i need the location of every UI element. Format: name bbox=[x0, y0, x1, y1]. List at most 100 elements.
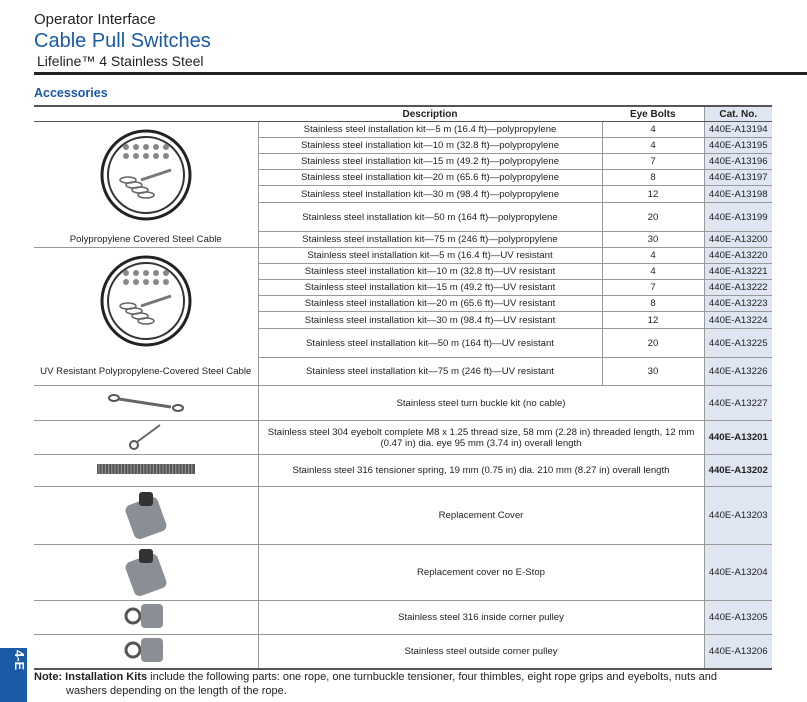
table-row: Stainless steel 316 inside corner pulley… bbox=[34, 600, 772, 635]
cat-no: 440E-A13224 bbox=[703, 311, 772, 329]
cover-image bbox=[34, 486, 258, 545]
description: Stainless steel 304 eyebolt complete M8 … bbox=[257, 420, 705, 455]
description: Stainless steel turn buckle kit (no cabl… bbox=[257, 385, 705, 421]
description: Stainless steel installation kit—30 m (9… bbox=[257, 185, 603, 203]
description: Stainless steel 316 tensioner spring, 19… bbox=[257, 454, 705, 487]
cat-no: 440E-A13199 bbox=[703, 202, 772, 232]
cable-type-label: UV Resistant Polypropylene-Covered Steel… bbox=[34, 357, 258, 386]
cover-image bbox=[34, 544, 258, 601]
eye-bolts: 7 bbox=[602, 153, 704, 170]
description: Replacement Cover bbox=[257, 486, 705, 545]
eye-bolts: 20 bbox=[602, 202, 704, 232]
cat-no: 440E-A13206 bbox=[703, 634, 772, 670]
description: Stainless steel installation kit—50 m (1… bbox=[257, 202, 603, 232]
cat-no: 440E-A13197 bbox=[703, 169, 772, 186]
description: Stainless steel installation kit—20 m (6… bbox=[257, 295, 603, 312]
cat-no: 440E-A13196 bbox=[703, 153, 772, 170]
eye-bolts: 12 bbox=[602, 311, 704, 329]
table-row: Stainless steel installation kit—20 m (6… bbox=[34, 295, 772, 312]
description: Stainless steel 316 inside corner pulley bbox=[257, 600, 705, 635]
pulley-icon bbox=[121, 604, 171, 634]
cat-no: 440E-A13205 bbox=[703, 600, 772, 635]
cat-no: 440E-A13220 bbox=[703, 247, 772, 264]
section-heading: Accessories bbox=[34, 86, 108, 100]
table-row: Stainless steel installation kit—15 m (4… bbox=[34, 153, 772, 170]
cat-no: 440E-A13195 bbox=[703, 137, 772, 154]
description: Stainless steel installation kit—5 m (16… bbox=[257, 247, 603, 264]
description: Stainless steel installation kit—10 m (3… bbox=[257, 263, 603, 280]
cat-no: 440E-A13202 bbox=[703, 454, 772, 487]
eye-bolts: 20 bbox=[602, 328, 704, 358]
cable-kit-image bbox=[34, 122, 258, 232]
table-row: Polypropylene Covered Steel Cable Stainle… bbox=[34, 231, 772, 248]
eye-bolts: 4 bbox=[602, 247, 704, 264]
eye-bolts: 4 bbox=[602, 137, 704, 154]
cat-no: 440E-A13198 bbox=[703, 185, 772, 203]
pulley-icon bbox=[121, 638, 171, 668]
table-row: Stainless steel installation kit—20 m (6… bbox=[34, 169, 772, 186]
cat-no: 440E-A13203 bbox=[703, 486, 772, 545]
table-row: Stainless steel installation kit—5 m (16… bbox=[34, 247, 772, 347]
table-row: Replacement cover no E-Stop 440E-A13204 bbox=[34, 544, 772, 601]
description: Stainless steel installation kit—15 m (4… bbox=[257, 153, 603, 170]
eyebolt-icon bbox=[126, 424, 166, 454]
table-row: Stainless steel installation kit—5 m (16… bbox=[34, 121, 772, 221]
description: Stainless steel installation kit—15 m (4… bbox=[257, 279, 603, 296]
page-title: Cable Pull Switches bbox=[34, 30, 211, 52]
description: Stainless steel installation kit—75 m (2… bbox=[257, 357, 603, 386]
turnbuckle-icon bbox=[106, 393, 186, 417]
table-row: Stainless steel installation kit—30 m (9… bbox=[34, 311, 772, 329]
eye-bolts: 30 bbox=[602, 357, 704, 386]
table-row: Stainless steel installation kit—10 m (3… bbox=[34, 137, 772, 154]
pulley-image bbox=[34, 634, 258, 670]
table-row: UV Resistant Polypropylene-Covered Steel… bbox=[34, 357, 772, 386]
desc-col-header: Description bbox=[258, 105, 602, 122]
cover-icon bbox=[121, 549, 171, 600]
eye-bolts: 8 bbox=[602, 169, 704, 186]
accessories-table: Description Eye Bolts Cat. No. Stainless… bbox=[34, 105, 772, 670]
table-header: Description Eye Bolts Cat. No. bbox=[34, 105, 772, 122]
table-row: Stainless steel installation kit—15 m (4… bbox=[34, 279, 772, 296]
table-row: Stainless steel installation kit—50 m (1… bbox=[34, 328, 772, 358]
spring-icon bbox=[91, 464, 201, 480]
cat-no: 440E-A13222 bbox=[703, 279, 772, 296]
eye-bolts: 12 bbox=[602, 185, 704, 203]
image-col-header bbox=[34, 105, 258, 122]
cat-no: 440E-A13194 bbox=[703, 121, 772, 138]
bolts-col-header: Eye Bolts bbox=[602, 105, 704, 122]
description: Replacement cover no E-Stop bbox=[257, 544, 705, 601]
cat-no: 440E-A13226 bbox=[703, 357, 772, 386]
cat-no: 440E-A13221 bbox=[703, 263, 772, 280]
eye-bolts: 4 bbox=[602, 121, 704, 138]
table-row: Stainless steel installation kit—50 m (1… bbox=[34, 202, 772, 232]
eye-bolts: 7 bbox=[602, 279, 704, 296]
description: Stainless steel installation kit—75 m (2… bbox=[257, 231, 603, 248]
chapter-tab[interactable]: 4-E bbox=[0, 648, 27, 702]
cable-kit-image bbox=[34, 248, 258, 358]
table-row: Replacement Cover 440E-A13203 bbox=[34, 486, 772, 545]
table-row: Stainless steel 316 tensioner spring, 19… bbox=[34, 454, 772, 487]
eye-bolts: 8 bbox=[602, 295, 704, 312]
page-subtitle: Lifeline™ 4 Stainless Steel bbox=[37, 53, 204, 69]
cat-no: 440E-A13200 bbox=[703, 231, 772, 248]
cable-type-label: Polypropylene Covered Steel Cable bbox=[34, 231, 258, 248]
description: Stainless steel outside corner pulley bbox=[257, 634, 705, 670]
table-row: Stainless steel installation kit—30 m (9… bbox=[34, 185, 772, 203]
eye-bolts: 4 bbox=[602, 263, 704, 280]
description: Stainless steel installation kit—10 m (3… bbox=[257, 137, 603, 154]
table-row: Stainless steel turn buckle kit (no cabl… bbox=[34, 385, 772, 421]
spring-image bbox=[34, 454, 258, 487]
section-label: Operator Interface bbox=[34, 11, 156, 28]
description: Stainless steel installation kit—50 m (1… bbox=[257, 328, 603, 358]
cat-no: 440E-A13204 bbox=[703, 544, 772, 601]
description: Stainless steel installation kit—20 m (6… bbox=[257, 169, 603, 186]
divider bbox=[34, 72, 807, 75]
cat-no: 440E-A13223 bbox=[703, 295, 772, 312]
table-row: Stainless steel 304 eyebolt complete M8 … bbox=[34, 420, 772, 455]
description: Stainless steel installation kit—5 m (16… bbox=[257, 121, 603, 138]
cat-col-header: Cat. No. bbox=[703, 105, 772, 122]
installation-note: Note: Installation Kits include the foll… bbox=[34, 671, 717, 697]
cat-no: 440E-A13201 bbox=[703, 420, 772, 455]
turnbuckle-image bbox=[34, 385, 258, 421]
eyebolt-image bbox=[34, 420, 258, 455]
